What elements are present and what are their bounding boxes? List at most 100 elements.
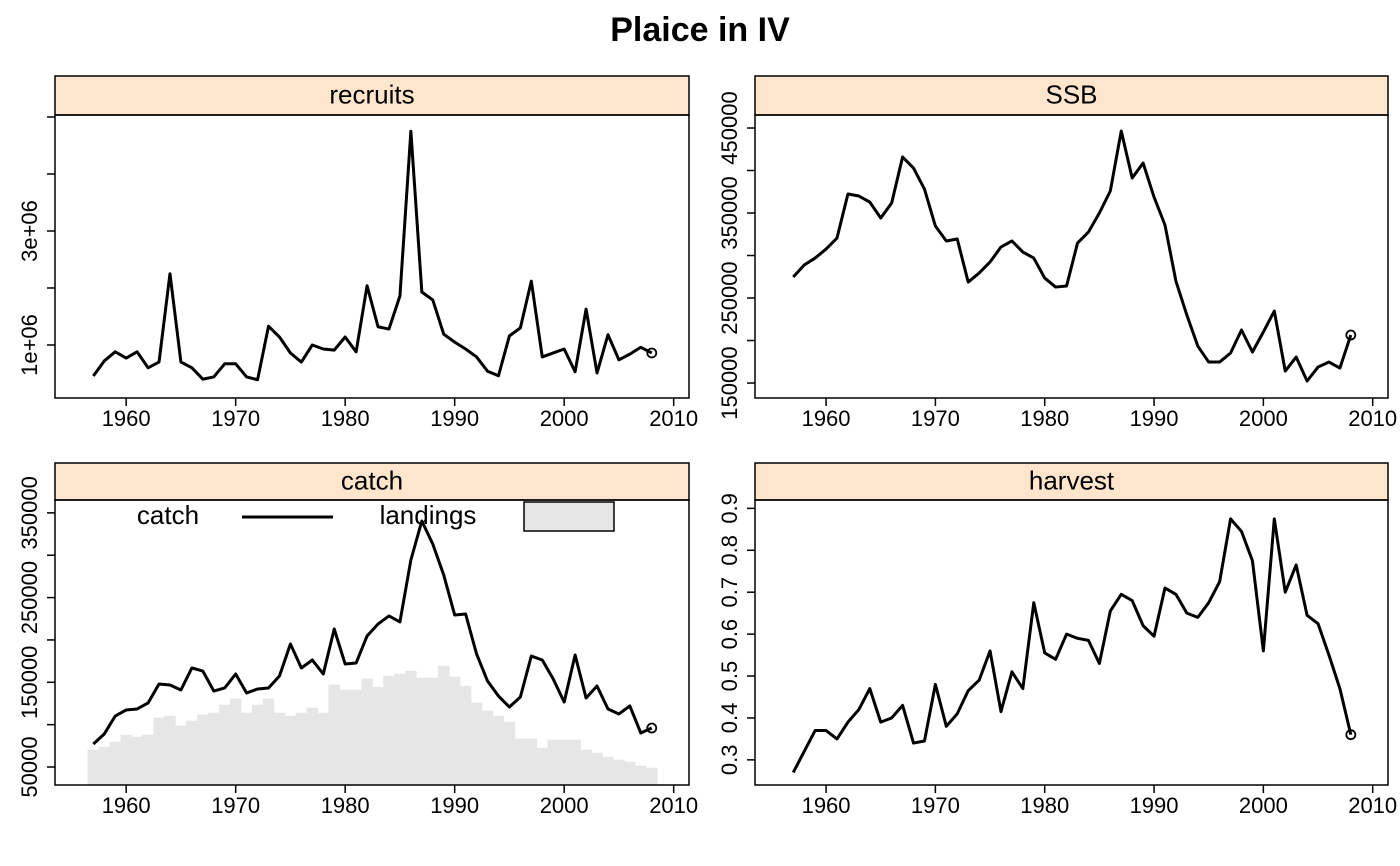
data-line bbox=[92, 129, 653, 382]
y-tick-label: 150000 bbox=[17, 646, 42, 719]
y-tick-label: 3e+06 bbox=[17, 200, 42, 262]
bar bbox=[591, 752, 603, 786]
x-tick-label: 1960 bbox=[102, 406, 151, 431]
bar bbox=[569, 739, 581, 786]
x-tick-label: 2010 bbox=[649, 406, 698, 431]
y-tick-label: 1e+06 bbox=[17, 314, 42, 376]
bar bbox=[229, 698, 242, 786]
bar bbox=[427, 677, 439, 786]
strip bbox=[754, 75, 1389, 116]
panel: recruits 1960 1970 1980 1990 2000 2010 1e+06 3e+… bbox=[17, 75, 698, 431]
bar bbox=[208, 712, 220, 786]
y-tick-label: 0.7 bbox=[717, 577, 742, 608]
bar bbox=[437, 665, 450, 786]
x-tick-label: 2000 bbox=[540, 793, 589, 818]
x-tick-label: 1960 bbox=[802, 793, 851, 818]
bar bbox=[547, 739, 559, 786]
bar bbox=[120, 734, 132, 786]
bar bbox=[240, 712, 253, 786]
bar bbox=[448, 676, 461, 786]
bar bbox=[109, 741, 121, 786]
plot-frame bbox=[754, 499, 1389, 786]
bar bbox=[131, 736, 143, 786]
bar bbox=[646, 767, 658, 786]
bar bbox=[635, 765, 647, 786]
bar bbox=[295, 712, 308, 786]
bar bbox=[580, 749, 592, 786]
data-line bbox=[791, 517, 1353, 774]
bar bbox=[514, 738, 527, 786]
bar bbox=[372, 686, 384, 786]
bar bbox=[405, 670, 417, 786]
bar bbox=[87, 749, 100, 786]
panel-title: catch bbox=[341, 465, 403, 495]
y-tick-label: 350000 bbox=[717, 176, 742, 249]
bar bbox=[164, 715, 176, 786]
x-tick-label: 1970 bbox=[911, 406, 960, 431]
x-tick-label: 1980 bbox=[321, 793, 370, 818]
bar bbox=[459, 685, 472, 786]
x-tick-label: 1980 bbox=[321, 406, 370, 431]
x-tick-label: 2000 bbox=[1239, 406, 1288, 431]
plot-frame bbox=[54, 114, 690, 399]
bar bbox=[492, 715, 505, 786]
figure-title: Plaice in IV bbox=[610, 11, 790, 49]
y-tick-label: 0.4 bbox=[717, 703, 742, 734]
bar bbox=[328, 684, 340, 786]
bar bbox=[306, 707, 319, 786]
x-tick-label: 2010 bbox=[649, 793, 698, 818]
bar bbox=[394, 673, 406, 786]
x-tick-label: 1970 bbox=[211, 793, 260, 818]
x-tick-label: 1980 bbox=[1020, 406, 1069, 431]
y-tick-label: 0.3 bbox=[717, 745, 742, 776]
data-line bbox=[92, 519, 653, 746]
bar bbox=[284, 715, 297, 786]
bar bbox=[624, 761, 636, 786]
bar bbox=[197, 714, 209, 786]
x-tick-label: 1990 bbox=[1130, 793, 1179, 818]
y-tick-label: 0.9 bbox=[717, 493, 742, 524]
legend-label: landings bbox=[380, 500, 477, 530]
end-marker bbox=[1345, 729, 1357, 741]
bar bbox=[153, 717, 165, 786]
bar bbox=[350, 689, 362, 786]
x-tick-label: 1980 bbox=[1020, 793, 1069, 818]
bar bbox=[251, 704, 264, 786]
panel: catch 1960 1970 1980 1990 2000 2010 50000 150000… bbox=[17, 462, 698, 818]
bar bbox=[98, 746, 110, 786]
bar bbox=[175, 725, 187, 786]
panel: SSB 1960 1970 1980 1990 2000 2010 150000 250000 3… bbox=[717, 75, 1397, 431]
y-tick-label: 0.8 bbox=[717, 535, 742, 566]
x-tick-label: 1970 bbox=[911, 793, 960, 818]
bar bbox=[142, 734, 154, 786]
legend-key bbox=[523, 501, 615, 532]
y-tick-label: 50000 bbox=[17, 736, 42, 797]
x-tick-label: 2000 bbox=[1239, 793, 1288, 818]
end-marker bbox=[646, 722, 658, 734]
plot-frame bbox=[54, 499, 690, 786]
bar bbox=[536, 747, 548, 786]
bar bbox=[470, 702, 483, 786]
bar bbox=[481, 710, 494, 786]
panel-title: harvest bbox=[1029, 465, 1115, 495]
bar bbox=[525, 738, 538, 786]
y-tick-label: 150000 bbox=[717, 346, 742, 419]
plot-frame bbox=[754, 114, 1389, 399]
x-tick-label: 2010 bbox=[1348, 793, 1397, 818]
y-tick-label: 0.5 bbox=[717, 661, 742, 692]
bar bbox=[186, 720, 198, 786]
end-marker bbox=[1345, 329, 1357, 341]
panel-title: SSB bbox=[1045, 79, 1097, 109]
x-tick-label: 1990 bbox=[1130, 406, 1179, 431]
bar bbox=[558, 739, 570, 786]
y-tick-label: 250000 bbox=[717, 261, 742, 334]
strip bbox=[754, 462, 1389, 501]
end-marker bbox=[646, 347, 658, 359]
x-tick-label: 1960 bbox=[802, 406, 851, 431]
bar bbox=[273, 712, 286, 786]
x-tick-label: 2010 bbox=[1348, 406, 1397, 431]
bar bbox=[361, 678, 373, 786]
bar bbox=[262, 698, 275, 786]
bar bbox=[317, 712, 329, 786]
